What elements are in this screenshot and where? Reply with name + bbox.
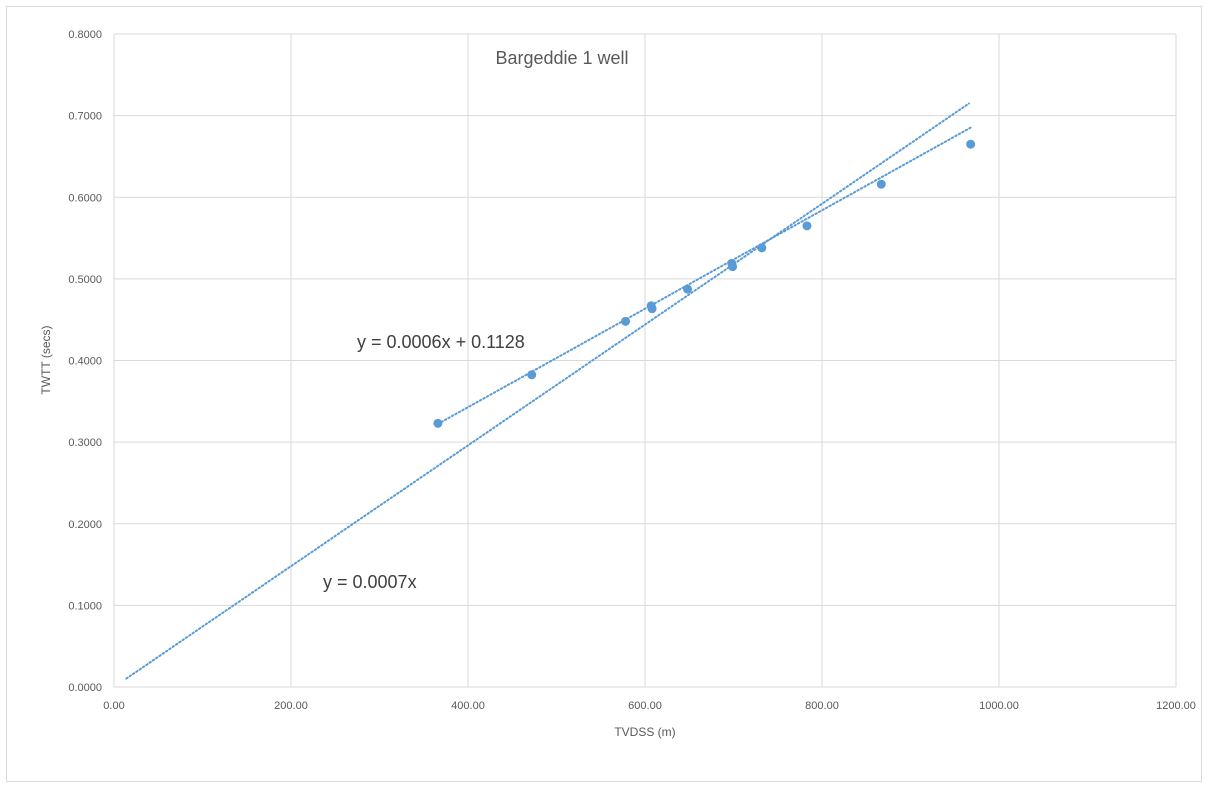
data-point	[527, 370, 537, 380]
trendline-1	[125, 102, 970, 680]
y-tick-label: 0.3000	[68, 437, 102, 449]
y-tick-label: 0.8000	[68, 29, 102, 41]
data-point	[802, 221, 812, 231]
y-tick-label: 0.1000	[68, 600, 102, 612]
y-axis-title: TWTT (secs)	[39, 325, 53, 394]
trendlines	[125, 102, 972, 680]
y-tick-label: 0.5000	[68, 274, 102, 286]
x-tick-label: 1200.00	[1156, 700, 1196, 712]
y-tick-label: 0.0000	[68, 682, 102, 694]
x-tick-label: 1000.00	[979, 700, 1019, 712]
chart-title: Bargeddie 1 well	[495, 48, 628, 68]
data-point	[966, 139, 976, 149]
y-tick-label: 0.6000	[68, 192, 102, 204]
data-point	[728, 262, 738, 272]
y-tick-label: 0.7000	[68, 111, 102, 123]
x-axis-title: TVDSS (m)	[614, 725, 675, 739]
trendline-0	[436, 126, 972, 425]
tick-labels: 0.00 200.00 400.00 600.00 800.00 1000.00 1200.…	[68, 29, 1196, 712]
x-tick-label: 400.00	[451, 700, 485, 712]
trendline-equation-linear: y = 0.0006x + 0.1128	[357, 332, 525, 352]
x-tick-label: 0.00	[103, 700, 124, 712]
trendline-equation-origin: y = 0.0007x	[323, 572, 417, 592]
data-point	[876, 179, 886, 189]
data-point	[682, 284, 692, 294]
x-tick-label: 800.00	[805, 700, 839, 712]
y-tick-label: 0.4000	[68, 356, 102, 368]
y-tick-label: 0.2000	[68, 519, 102, 531]
data-point	[647, 304, 657, 314]
data-point	[433, 418, 443, 428]
x-tick-label: 600.00	[628, 700, 662, 712]
data-point	[621, 316, 631, 326]
x-tick-label: 200.00	[274, 700, 308, 712]
data-points	[433, 139, 976, 428]
grid-lines	[113, 33, 1177, 688]
chart-frame	[6, 6, 1202, 782]
data-point	[757, 243, 767, 253]
